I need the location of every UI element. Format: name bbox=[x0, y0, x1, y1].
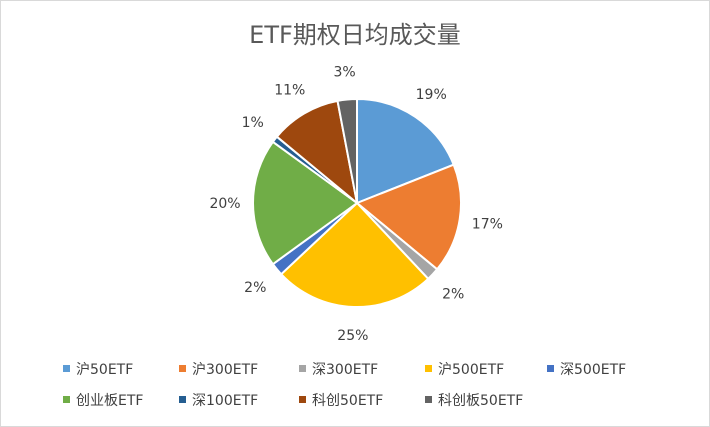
legend-item: 沪300ETF bbox=[179, 359, 258, 379]
legend: 沪50ETF 沪300ETF 深300ETF 沪500ETF 深500ETF 创业板ET… bbox=[63, 353, 663, 415]
legend-swatch bbox=[179, 365, 186, 372]
data-label: 1% bbox=[242, 115, 264, 131]
legend-label: 深500ETF bbox=[560, 361, 627, 378]
legend-swatch bbox=[63, 396, 70, 403]
legend-swatch bbox=[63, 365, 70, 372]
pie-slice bbox=[356, 97, 455, 205]
legend-swatch bbox=[547, 365, 554, 372]
legend-label: 创业板ETF bbox=[76, 392, 144, 409]
pie-slice bbox=[252, 140, 359, 266]
pie-slice bbox=[279, 201, 430, 308]
legend-item: 沪500ETF bbox=[425, 359, 504, 379]
legend-label: 科创50ETF bbox=[312, 392, 384, 409]
legend-item: 科创板50ETF bbox=[425, 390, 523, 410]
data-label: 20% bbox=[209, 196, 240, 212]
legend-label: 沪500ETF bbox=[438, 361, 505, 378]
legend-label: 沪300ETF bbox=[192, 361, 259, 378]
legend-row: 创业板ETF 深100ETF 科创50ETF 科创板50ETF bbox=[63, 384, 663, 415]
data-label: 17% bbox=[472, 217, 503, 233]
legend-item: 沪50ETF bbox=[63, 359, 133, 379]
legend-swatch bbox=[179, 396, 186, 403]
legend-swatch bbox=[299, 365, 306, 372]
legend-swatch bbox=[425, 396, 432, 403]
data-label: 11% bbox=[274, 82, 305, 98]
pie-slice bbox=[355, 163, 462, 271]
legend-item: 创业板ETF bbox=[63, 390, 143, 410]
chart-title: ETF期权日均成交量 bbox=[249, 21, 461, 49]
legend-label: 深100ETF bbox=[192, 392, 259, 409]
pie-slice bbox=[336, 97, 358, 204]
pie-slices bbox=[252, 97, 462, 308]
data-label: 2% bbox=[244, 280, 266, 296]
legend-label: 科创板50ETF bbox=[438, 392, 524, 409]
legend-swatch bbox=[299, 396, 306, 403]
pie-chart: 19% 17% 2% 25% 2% 20% 1% 11% 3% bbox=[209, 65, 502, 344]
legend-swatch bbox=[425, 365, 432, 372]
legend-label: 深300ETF bbox=[312, 361, 379, 378]
legend-item: 科创50ETF bbox=[299, 390, 383, 410]
data-label: 3% bbox=[333, 65, 355, 81]
legend-item: 深100ETF bbox=[179, 390, 258, 410]
data-label: 2% bbox=[442, 286, 464, 302]
legend-label: 沪50ETF bbox=[76, 361, 134, 378]
pie-data-labels: 19% 17% 2% 25% 2% 20% 1% 11% 3% bbox=[209, 65, 502, 344]
data-label: 19% bbox=[416, 87, 447, 103]
pie-slice bbox=[275, 99, 359, 206]
legend-item: 深500ETF bbox=[547, 359, 626, 379]
legend-row: 沪50ETF 沪300ETF 深300ETF 沪500ETF 深500ETF bbox=[63, 353, 663, 384]
legend-item: 深300ETF bbox=[299, 359, 378, 379]
data-label: 25% bbox=[337, 328, 368, 344]
